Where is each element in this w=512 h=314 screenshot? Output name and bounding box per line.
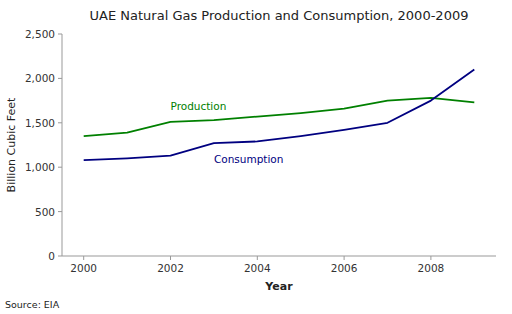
x-axis-line (62, 256, 496, 257)
x-tick (83, 256, 84, 260)
x-tick (430, 256, 431, 260)
y-tick-label: 1,000 (25, 161, 55, 173)
source: Source: EIA (5, 299, 60, 310)
y-axis-line (62, 34, 63, 256)
series-label: Production (171, 100, 227, 112)
y-tick (58, 211, 62, 212)
x-tick-label: 2006 (331, 262, 358, 274)
x-tick (344, 256, 345, 260)
y-tick-label: 1,500 (25, 117, 55, 129)
y-tick-label: 2,500 (25, 28, 55, 40)
plot-area (84, 70, 475, 161)
x-tick-label: 2004 (244, 262, 271, 274)
x-tick-label: 2002 (157, 262, 184, 274)
y-tick (58, 122, 62, 123)
y-tick-label: 0 (48, 250, 55, 262)
x-tick (170, 256, 171, 260)
y-axis-label: Billion Cubic Feet (5, 97, 18, 192)
y-tick (58, 256, 62, 257)
y-tick (58, 34, 62, 35)
x-tick-label: 2008 (418, 262, 445, 274)
y-tick-label: 2,000 (25, 72, 55, 84)
series-label: Consumption (214, 153, 284, 165)
y-tick (58, 167, 62, 168)
y-tick (58, 78, 62, 79)
series-line (84, 98, 475, 136)
x-tick (257, 256, 258, 260)
title: UAE Natural Gas Production and Consumpti… (90, 8, 469, 23)
x-tick-label: 2000 (70, 262, 97, 274)
series-line (84, 70, 475, 161)
x-axis-label: Year (264, 280, 293, 293)
y-tick-label: 500 (35, 206, 55, 218)
chart: UAE Natural Gas Production and Consumpti… (0, 0, 512, 314)
